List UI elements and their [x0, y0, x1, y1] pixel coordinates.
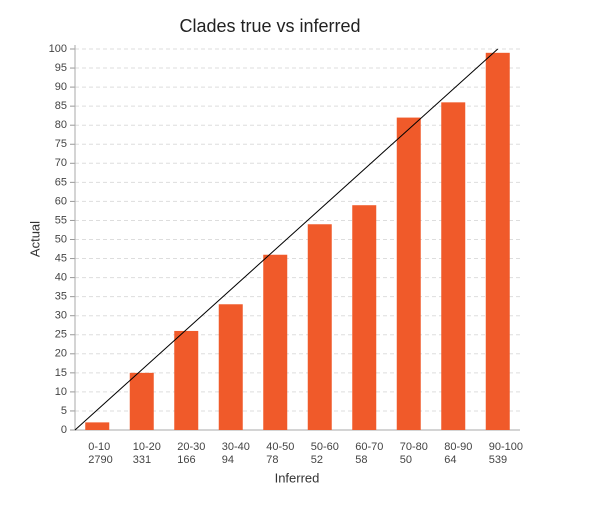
y-tick-label: 45 — [55, 252, 67, 264]
y-tick-label: 55 — [55, 214, 67, 226]
y-tick-label: 25 — [55, 329, 67, 341]
y-tick-label: 95 — [55, 62, 67, 74]
x-tick-count: 50 — [400, 454, 412, 466]
x-tick-label: 60-70 — [355, 441, 383, 453]
y-tick-label: 35 — [55, 291, 67, 303]
reference-line — [74, 48, 499, 431]
chart-title: Clades true vs inferred — [179, 16, 360, 36]
bar — [85, 422, 110, 430]
bar — [263, 254, 288, 430]
x-tick-label: 40-50 — [266, 441, 294, 453]
y-tick-label: 20 — [55, 348, 67, 360]
x-tick-count: 2790 — [88, 454, 112, 466]
bar — [307, 224, 332, 430]
x-tick-label: 20-30 — [177, 441, 205, 453]
x-tick-count: 58 — [355, 454, 367, 466]
x-axis-title: Inferred — [275, 470, 320, 485]
y-tick-label: 80 — [55, 119, 67, 131]
x-tick-label: 30-40 — [222, 441, 250, 453]
x-tick-label: 50-60 — [311, 441, 339, 453]
y-tick-label: 5 — [61, 405, 67, 417]
x-tick-count: 539 — [489, 454, 507, 466]
y-tick-label: 70 — [55, 157, 67, 169]
y-tick-label: 40 — [55, 272, 67, 284]
y-tick-label: 50 — [55, 233, 67, 245]
y-tick-label: 0 — [61, 424, 67, 436]
y-tick-label: 15 — [55, 367, 67, 379]
y-tick-label: 90 — [55, 81, 67, 93]
x-tick-label: 70-80 — [400, 441, 428, 453]
y-axis-title: Actual — [27, 221, 42, 257]
bar — [396, 117, 421, 430]
bar — [352, 205, 377, 430]
x-tick-label: 10-20 — [133, 441, 161, 453]
bar — [441, 102, 466, 430]
x-tick-count: 78 — [266, 454, 278, 466]
y-tick-label: 75 — [55, 138, 67, 150]
x-tick-label: 90-100 — [489, 441, 523, 453]
x-tick-count: 52 — [311, 454, 323, 466]
y-tick-label: 65 — [55, 176, 67, 188]
x-tick-label: 80-90 — [444, 441, 472, 453]
x-tick-label: 0-10 — [88, 441, 110, 453]
x-tick-count: 94 — [222, 454, 234, 466]
y-tick-label: 100 — [49, 43, 67, 55]
bar — [174, 330, 199, 430]
y-tick-label: 85 — [55, 100, 67, 112]
y-tick-label: 10 — [55, 386, 67, 398]
y-tick-label: 60 — [55, 195, 67, 207]
x-tick-count: 166 — [177, 454, 195, 466]
x-tick-count: 331 — [133, 454, 151, 466]
bar — [485, 52, 510, 431]
bar — [218, 304, 243, 430]
y-tick-label: 30 — [55, 310, 67, 322]
x-tick-count: 64 — [444, 454, 456, 466]
bar — [129, 372, 154, 430]
